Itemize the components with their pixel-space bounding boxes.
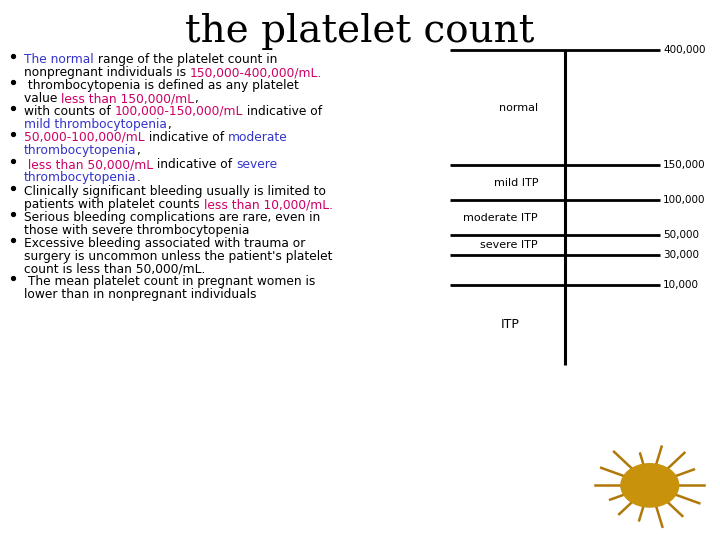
Text: 10,000: 10,000 bbox=[663, 280, 699, 290]
Text: lower than in nonpregnant individuals: lower than in nonpregnant individuals bbox=[24, 288, 256, 301]
Text: ,: , bbox=[167, 118, 171, 131]
Text: Clinically significant bleeding usually is limited to: Clinically significant bleeding usually … bbox=[24, 185, 326, 198]
Text: ,: , bbox=[137, 144, 140, 157]
Text: thrombocytopenia is defined as any platelet: thrombocytopenia is defined as any plate… bbox=[24, 79, 299, 92]
Text: The mean platelet count in pregnant women is: The mean platelet count in pregnant wome… bbox=[24, 275, 315, 288]
Text: ,: , bbox=[194, 92, 198, 105]
Text: indicative of: indicative of bbox=[153, 158, 236, 171]
Text: 50,000-100,000/mL: 50,000-100,000/mL bbox=[24, 131, 145, 144]
Text: moderate: moderate bbox=[228, 131, 287, 144]
Text: less than 10,000/mL.: less than 10,000/mL. bbox=[204, 198, 333, 211]
Text: thrombocytopenia: thrombocytopenia bbox=[24, 171, 137, 184]
Text: mild thrombocytopenia: mild thrombocytopenia bbox=[24, 118, 167, 131]
Text: nonpregnant individuals is: nonpregnant individuals is bbox=[24, 66, 190, 79]
Text: the platelet count: the platelet count bbox=[185, 13, 535, 50]
Text: patients with platelet counts: patients with platelet counts bbox=[24, 198, 204, 211]
Text: mild ITP: mild ITP bbox=[493, 178, 538, 188]
Text: Excessive bleeding associated with trauma or: Excessive bleeding associated with traum… bbox=[24, 237, 305, 250]
Text: moderate ITP: moderate ITP bbox=[464, 213, 538, 223]
Text: indicative of: indicative of bbox=[243, 105, 322, 118]
Text: severe: severe bbox=[236, 158, 277, 171]
Circle shape bbox=[621, 464, 679, 507]
Text: 150,000: 150,000 bbox=[663, 160, 706, 170]
Text: 100,000: 100,000 bbox=[663, 195, 706, 205]
Text: those with severe thrombocytopenia: those with severe thrombocytopenia bbox=[24, 224, 249, 237]
Text: thrombocytopenia: thrombocytopenia bbox=[24, 144, 137, 157]
Text: 50,000: 50,000 bbox=[663, 230, 699, 240]
Text: ITP: ITP bbox=[500, 319, 519, 332]
Text: 30,000: 30,000 bbox=[663, 250, 699, 260]
Text: 100,000-150,000/mL: 100,000-150,000/mL bbox=[114, 105, 243, 118]
Text: with counts of: with counts of bbox=[24, 105, 114, 118]
Text: less than 50,000/mL: less than 50,000/mL bbox=[24, 158, 153, 171]
Text: normal: normal bbox=[499, 103, 538, 113]
Text: The normal: The normal bbox=[24, 53, 94, 66]
Text: .: . bbox=[137, 171, 140, 184]
Text: indicative of: indicative of bbox=[145, 131, 228, 144]
Text: value: value bbox=[24, 92, 61, 105]
Text: range of the platelet count in: range of the platelet count in bbox=[94, 53, 277, 66]
Text: surgery is uncommon unless the patient's platelet: surgery is uncommon unless the patient's… bbox=[24, 250, 333, 263]
Text: 400,000: 400,000 bbox=[663, 45, 706, 55]
Text: Serious bleeding complications are rare, even in: Serious bleeding complications are rare,… bbox=[24, 211, 320, 224]
Text: 150,000-400,000/mL.: 150,000-400,000/mL. bbox=[190, 66, 323, 79]
Text: severe ITP: severe ITP bbox=[480, 240, 538, 250]
Text: less than 150,000/mL: less than 150,000/mL bbox=[61, 92, 194, 105]
Text: count is less than 50,000/mL.: count is less than 50,000/mL. bbox=[24, 263, 205, 276]
